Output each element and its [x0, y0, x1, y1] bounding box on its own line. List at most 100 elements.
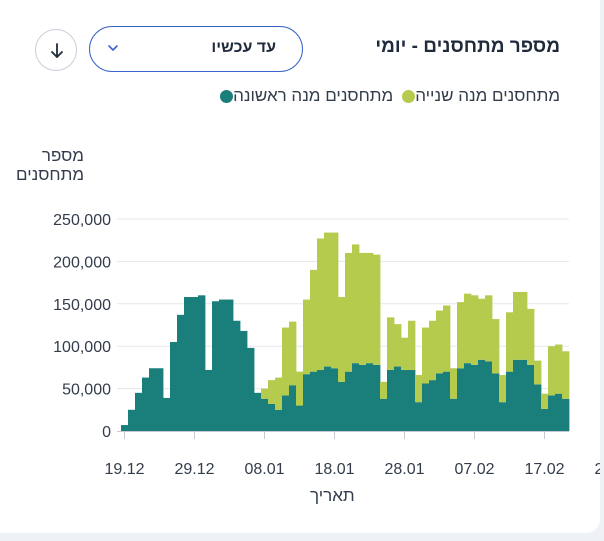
bar-first-dose — [135, 392, 143, 431]
bar-first-dose — [338, 381, 346, 431]
download-button[interactable] — [35, 29, 77, 71]
bar-first-dose — [450, 398, 458, 431]
bar-second-dose — [282, 327, 290, 396]
bar-first-dose — [198, 295, 206, 431]
bar-first-dose — [506, 371, 514, 431]
bar-first-dose — [471, 364, 479, 431]
bar-second-dose — [324, 232, 332, 367]
bar-first-dose — [555, 393, 563, 431]
bar-second-dose — [506, 312, 514, 372]
bar-second-dose — [275, 377, 283, 410]
bar-second-dose — [394, 324, 402, 367]
legend-item-first-dose[interactable]: מתחסנים מנה ראשונה — [217, 86, 393, 106]
bar-first-dose — [373, 364, 381, 431]
legend-label-first-dose: מתחסנים מנה ראשונה — [233, 86, 394, 105]
bar-first-dose — [464, 363, 472, 431]
bar-first-dose — [429, 380, 437, 431]
y-tick-label: 100,000 — [53, 339, 111, 356]
x-tick-label: 17.02 — [524, 461, 564, 478]
bar-second-dose — [464, 293, 472, 364]
bar-second-dose — [373, 254, 381, 365]
bar-first-dose — [310, 371, 318, 431]
bar-second-dose — [436, 310, 444, 374]
chart-legend: מתחסנים מנה ראשונה מתחסנים מנה שנייה — [211, 86, 560, 106]
bar-first-dose — [394, 366, 402, 431]
bar-first-dose — [485, 361, 493, 431]
x-axis-label: תאריך — [310, 486, 355, 505]
bar-first-dose — [205, 369, 213, 431]
bar-second-dose — [408, 320, 416, 370]
y-tick-label: 50,000 — [62, 382, 111, 399]
x-tick-label: 19.12 — [104, 461, 144, 478]
bar-first-dose — [401, 369, 409, 431]
bar-first-dose — [548, 395, 556, 431]
bar-second-dose — [303, 299, 311, 375]
bar-first-dose — [170, 341, 178, 431]
bar-first-dose — [163, 397, 171, 431]
bar-second-dose — [338, 297, 346, 382]
legend-swatch-first-dose — [220, 89, 234, 103]
bar-first-dose — [499, 402, 507, 431]
bar-second-dose — [443, 305, 451, 372]
bar-second-dose — [520, 291, 528, 360]
bar-second-dose — [352, 244, 360, 364]
bar-second-dose — [562, 351, 570, 399]
bar-first-dose — [233, 320, 241, 431]
bar-first-dose — [415, 402, 423, 431]
bar-first-dose — [352, 363, 360, 431]
bar-second-dose — [548, 346, 556, 396]
bar-second-dose — [380, 381, 388, 399]
bar-first-dose — [128, 409, 136, 431]
bar-second-dose — [534, 360, 542, 385]
bar-first-dose — [177, 314, 185, 431]
bar-first-dose — [436, 373, 444, 431]
bar-first-dose — [282, 395, 290, 431]
bar-first-dose — [387, 369, 395, 431]
bar-first-dose — [254, 392, 262, 431]
bar-second-dose — [457, 302, 465, 369]
bar-second-dose — [261, 388, 269, 399]
bar-first-dose — [303, 374, 311, 431]
bar-first-dose — [219, 299, 227, 431]
period-dropdown-value: עד עכשיו — [211, 39, 276, 56]
bar-first-dose — [261, 398, 269, 431]
bar-first-dose — [422, 383, 430, 431]
bar-first-dose — [240, 330, 248, 431]
bar-second-dose — [513, 291, 521, 360]
bar-second-dose — [268, 380, 276, 404]
bar-first-dose — [275, 409, 283, 431]
bar-second-dose — [310, 269, 318, 372]
y-axis-label: מספר מתחסנים — [16, 146, 84, 184]
bar-first-dose — [380, 398, 388, 431]
bar-second-dose — [450, 368, 458, 399]
chart-plot: 0 50,000 100,000 150,000 200,000 250,000 19.12… — [53, 212, 600, 478]
chart-card: מספר מתחסנים - יומי עד עכשיו מתחסנים מנה… — [0, 0, 600, 533]
bar-second-dose — [415, 375, 423, 403]
bar-second-dose — [429, 320, 437, 381]
legend-item-second-dose[interactable]: מתחסנים מנה שנייה — [399, 86, 560, 106]
bar-second-dose — [478, 298, 486, 360]
bar-first-dose — [324, 366, 332, 431]
bar-first-dose — [443, 371, 451, 431]
y-tick-label: 250,000 — [53, 212, 111, 229]
bar-first-dose — [366, 363, 374, 431]
bar-first-dose — [492, 373, 500, 431]
bar-first-dose — [534, 384, 542, 431]
bar-second-dose — [471, 295, 479, 365]
bar-first-dose — [121, 425, 129, 431]
bar-second-dose — [366, 252, 374, 364]
bar-first-dose — [457, 368, 465, 431]
bar-second-dose — [359, 252, 367, 365]
arrow-down-icon — [51, 43, 63, 58]
bar-first-dose — [212, 301, 220, 431]
period-dropdown[interactable]: עד עכשיו — [89, 26, 303, 72]
bar-first-dose — [513, 359, 521, 431]
x-tick-label: 08.01 — [244, 461, 284, 478]
bar-second-dose — [527, 308, 535, 365]
x-tick-label: 18.01 — [314, 461, 354, 478]
bar-first-dose — [226, 299, 234, 431]
bar-second-dose — [387, 317, 395, 370]
bar-second-dose — [555, 344, 563, 394]
bar-first-dose — [317, 369, 325, 431]
bar-second-dose — [485, 295, 493, 362]
